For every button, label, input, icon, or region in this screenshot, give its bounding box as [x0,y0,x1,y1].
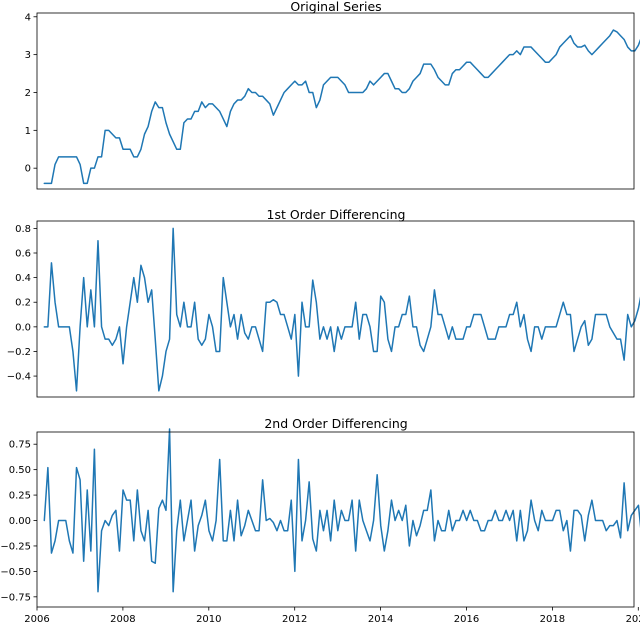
x-tick-label: 2014 [368,614,393,624]
x-tick-label: 2020 [626,614,640,624]
y-tick-label: −0.25 [0,541,31,552]
y-tick-label: 0.00 [9,516,31,527]
series-line [43,227,640,392]
y-tick-label: 1 [25,126,31,137]
y-tick-label: 4 [25,12,31,23]
x-tick-label: 2018 [540,614,565,624]
panel-2nd-order-differencing: 2nd Order Differencing −0.75 −0.50 −0.25 0.… [0,416,640,624]
panel-title: Original Series [290,0,381,14]
plot-frame [36,220,635,398]
y-tick-label: 0.0 [15,322,31,333]
x-tick-label: 2016 [454,614,479,624]
y-tick-label: 0.8 [15,224,31,235]
y-tick-label: 0.75 [9,440,31,451]
panel-title: 2nd Order Differencing [264,416,407,431]
y-tick-label: 3 [25,50,31,61]
plot-frame [36,12,635,190]
y-tick-label: −0.2 [7,347,31,358]
y-tick-label: 2 [25,88,31,99]
x-tick-label: 2008 [110,614,135,624]
x-tick-label: 2010 [196,614,221,624]
y-tick-label: 0.25 [9,491,31,502]
x-tick-label: 2012 [282,614,307,624]
y-tick-label: 0.2 [15,298,31,309]
y-axis: −0.75 −0.50 −0.25 0.00 0.25 0.50 0.75 [0,440,37,603]
y-tick-label: −0.50 [0,567,31,578]
series-line [43,428,640,593]
y-tick-label: 0 [25,164,31,175]
panel-title: 1st Order Differencing [267,207,406,222]
y-tick-label: −0.75 [0,592,31,603]
plot-frame [36,431,635,608]
y-tick-label: 0.50 [9,465,31,476]
panel-original-series: Original Series 0 1 2 3 4 [25,0,640,190]
series-line [43,29,640,185]
y-axis: −0.4 −0.2 0.0 0.2 0.4 0.6 0.8 [7,224,37,383]
y-tick-label: 0.6 [15,249,31,260]
y-tick-label: −0.4 [7,372,31,383]
y-axis: 0 1 2 3 4 [25,12,37,175]
panel-1st-order-differencing: 1st Order Differencing −0.4 −0.2 0.0 0.2 0.4… [7,207,640,398]
x-axis: 2006 2008 2010 2012 2014 2016 2018 2020 [24,607,640,624]
y-tick-label: 0.4 [15,273,31,284]
x-tick-label: 2006 [24,614,49,624]
